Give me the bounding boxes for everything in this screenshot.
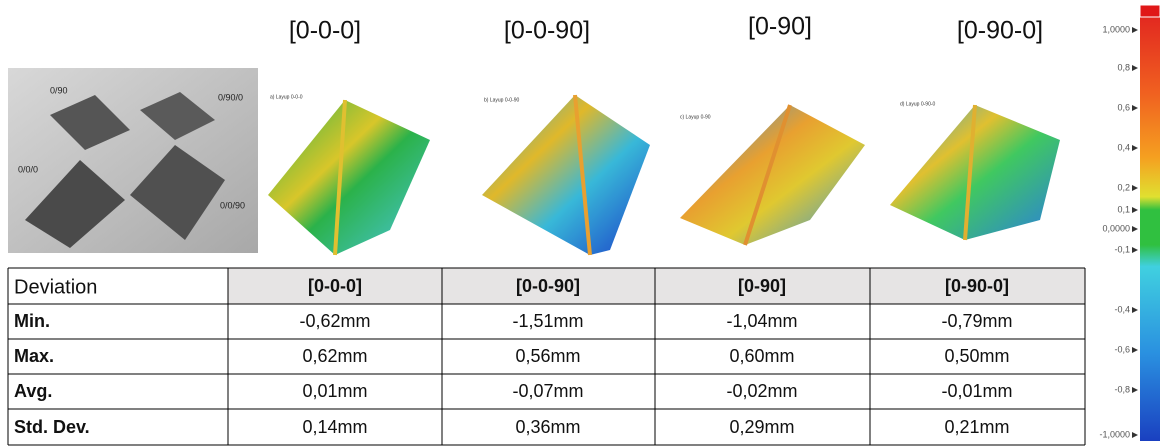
table-header: Deviation (14, 276, 97, 298)
column-title: [0-90-0] (957, 17, 1043, 45)
scale-label: -0,4 (1114, 304, 1130, 314)
row-header: Max. (14, 346, 54, 366)
scale-pointer (1132, 27, 1138, 33)
table-cell: -0,62mm (299, 311, 370, 331)
table-cell: 0,14mm (302, 417, 367, 437)
map-caption: b) Layup 0-0-90 (484, 97, 520, 103)
scale-label: 0,8 (1117, 62, 1130, 72)
map-caption: c) Layup 0-90 (680, 114, 711, 120)
map-caption: a) Layup 0-0-0 (270, 94, 303, 100)
photo-label: 0/0/0 (18, 164, 38, 174)
photo-label: 0/90/0 (218, 92, 243, 102)
table-cell: 0,01mm (302, 381, 367, 401)
table-cell: 0,36mm (515, 417, 580, 437)
row-header: Std. Dev. (14, 417, 90, 437)
scale-label: -0,1 (1114, 244, 1130, 254)
scale-pointer (1132, 432, 1138, 438)
table-cell: 0,56mm (515, 346, 580, 366)
table-cell: -0,02mm (726, 381, 797, 401)
scale-pointer (1132, 185, 1138, 191)
scale-label: -0,6 (1114, 344, 1130, 354)
table-header: [0-0-0] (308, 276, 362, 296)
photo-label: 0/0/90 (220, 200, 245, 210)
scale-pointer (1132, 145, 1138, 151)
scale-pointer (1132, 207, 1138, 213)
column-title: [0-0-0] (289, 17, 361, 45)
row-header: Avg. (14, 381, 52, 401)
scale-pointer (1132, 226, 1138, 232)
scale-label: 0,0000 (1102, 223, 1130, 233)
scale-pointer (1132, 307, 1138, 313)
deviation-map: b) Layup 0-0-90 (482, 94, 650, 256)
deviation-map: c) Layup 0-90 (680, 104, 865, 246)
scale-pointer (1132, 105, 1138, 111)
scale-pointer (1132, 65, 1138, 71)
table-cell: 0,29mm (729, 417, 794, 437)
table-cell: 0,21mm (944, 417, 1009, 437)
table-cell: 0,60mm (729, 346, 794, 366)
table-cell: -1,51mm (512, 311, 583, 331)
deviation-map: a) Layup 0-0-0 (268, 94, 430, 256)
scale-label: -0,8 (1114, 384, 1130, 394)
scale-label: 0,1 (1117, 204, 1130, 214)
column-title: [0-90] (748, 13, 812, 41)
scale-label: -1,0000 (1099, 429, 1130, 439)
table-cell: -0,07mm (512, 381, 583, 401)
deviation-map: d) Layup 0-90-0 (890, 101, 1060, 241)
table-cell: 0,50mm (944, 346, 1009, 366)
table-cell: -1,04mm (726, 311, 797, 331)
color-scale: 1,0000 0,8 0,6 0,4 0,2 0,1 0,0000 -0,1 -0,4 -0,6 -… (1099, 4, 1161, 441)
scale-pointer (1132, 387, 1138, 393)
row-header: Min. (14, 311, 50, 331)
table-cell: -0,01mm (941, 381, 1012, 401)
table-header: [0-0-90] (516, 276, 580, 296)
table-cell: -0,79mm (941, 311, 1012, 331)
scale-pointer (1132, 247, 1138, 253)
column-title: [0-0-90] (504, 17, 590, 45)
table-cell: 0,62mm (302, 346, 367, 366)
photo: 0/90 0/90/0 0/0/0 0/0/90 (8, 68, 258, 253)
table-header: [0-90-0] (945, 276, 1009, 296)
map-caption: d) Layup 0-90-0 (900, 101, 936, 107)
deviation-table: Deviation [0-0-0] [0-0-90] [0-90] [0-90-… (7, 267, 1086, 446)
scale-pointer (1132, 347, 1138, 353)
scale-label: 0,2 (1117, 182, 1130, 192)
scale-label: 0,6 (1117, 102, 1130, 112)
scale-label: 0,4 (1117, 142, 1130, 152)
table-header: [0-90] (738, 276, 786, 296)
photo-label: 0/90 (50, 85, 68, 95)
scale-label: 1,0000 (1102, 24, 1130, 34)
